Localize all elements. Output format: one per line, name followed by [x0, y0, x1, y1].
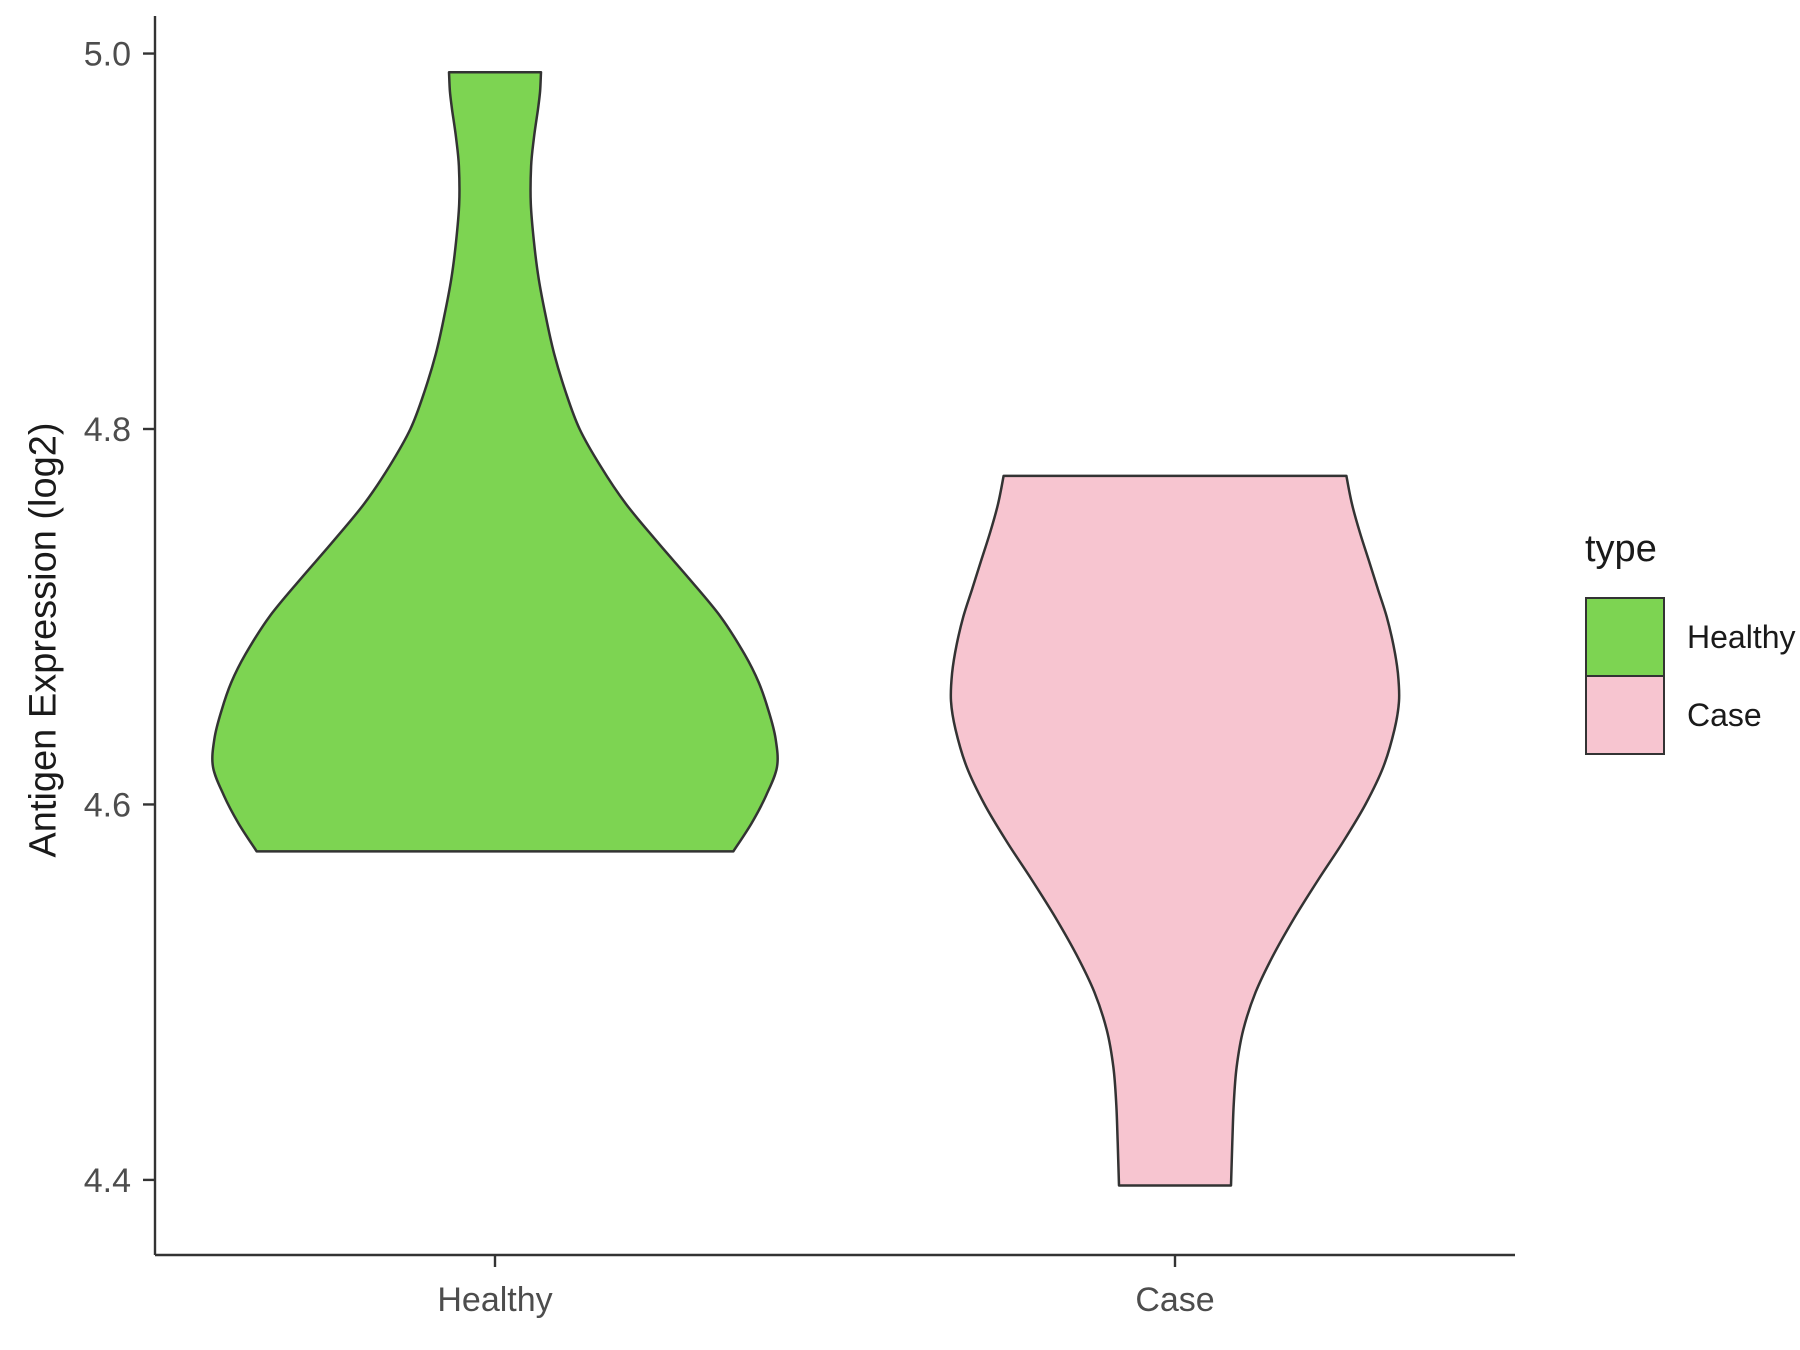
violin-case	[949, 474, 1401, 1187]
legend-label-case: Case	[1687, 696, 1762, 733]
y-tick-label: 4.4	[84, 1162, 131, 1200]
legend-key-healthy: Healthy	[1585, 597, 1796, 677]
violin-healthy	[211, 71, 779, 853]
y-tick-label: 4.6	[84, 786, 131, 824]
legend-key-case: Case	[1585, 675, 1796, 755]
y-axis-title: Antigen Expression (log2)	[22, 422, 65, 858]
legend-swatch-healthy	[1585, 597, 1665, 677]
y-tick-label: 4.8	[84, 411, 131, 449]
legend-label-healthy: Healthy	[1687, 618, 1796, 655]
x-category-label: Healthy	[437, 1281, 552, 1319]
x-category-label: Case	[1135, 1281, 1214, 1319]
legend-title: type	[1585, 528, 1657, 570]
legend-swatch-case	[1585, 675, 1665, 755]
legend: type Healthy Case	[1585, 528, 1796, 755]
y-tick-label: 5.0	[84, 36, 131, 74]
